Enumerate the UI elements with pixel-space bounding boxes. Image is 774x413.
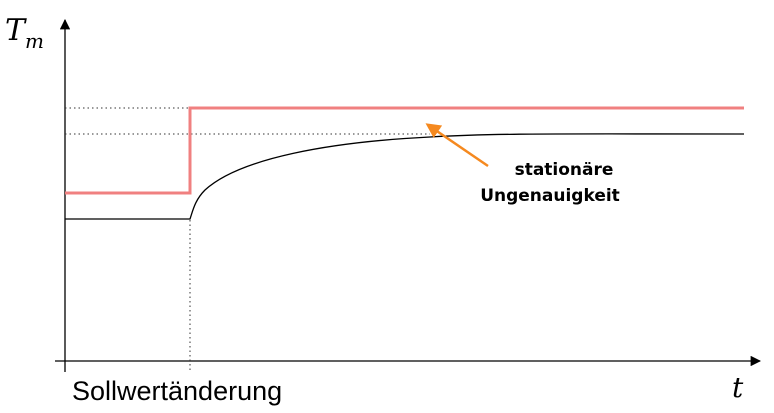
setpoint-change-label: Sollwertänderung: [72, 376, 282, 406]
annotation-arrow: [425, 123, 489, 168]
response-curve: [65, 133, 745, 220]
setpoint-step-line: [65, 106, 744, 195]
annotation-line-1: stationäre: [515, 160, 614, 180]
y-axis-label: Tm: [5, 13, 44, 53]
x-axis-label: t: [732, 371, 744, 404]
annotation-line-2: Ungenauigkeit: [480, 186, 620, 206]
